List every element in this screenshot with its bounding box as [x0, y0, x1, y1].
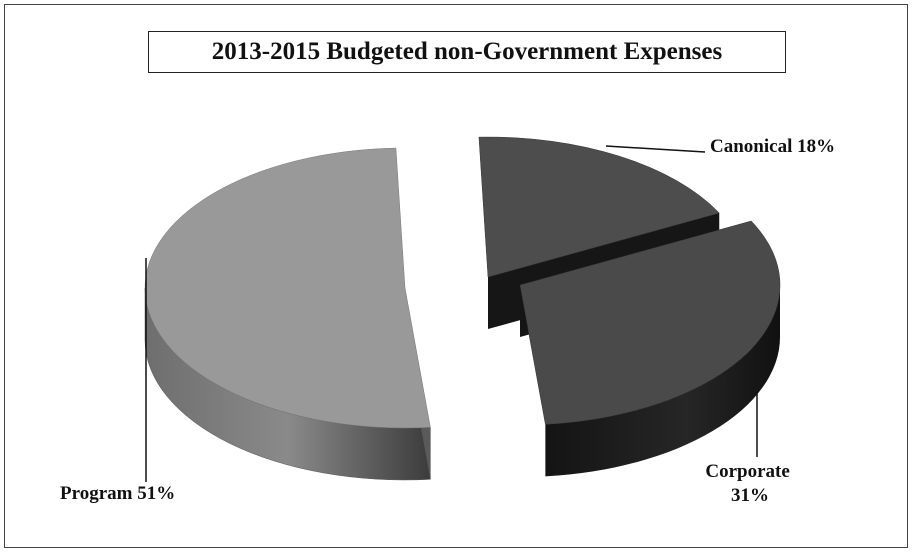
slice-corporate-top [519, 220, 781, 425]
slice-corporate [519, 220, 781, 477]
chart-title-box: 2013-2015 Budgeted non-Government Expens… [148, 31, 786, 73]
chart-title: 2013-2015 Budgeted non-Government Expens… [211, 38, 723, 65]
label-program: Program 51% [60, 483, 175, 504]
slice-corporate-side [545, 285, 780, 477]
leader-line-canonical [605, 145, 706, 153]
label-canonical: Canonical 18% [710, 136, 835, 157]
slice-program [144, 147, 431, 481]
slice-canonical-top [478, 136, 720, 278]
label-corporate: Corporate 31% [705, 461, 794, 506]
